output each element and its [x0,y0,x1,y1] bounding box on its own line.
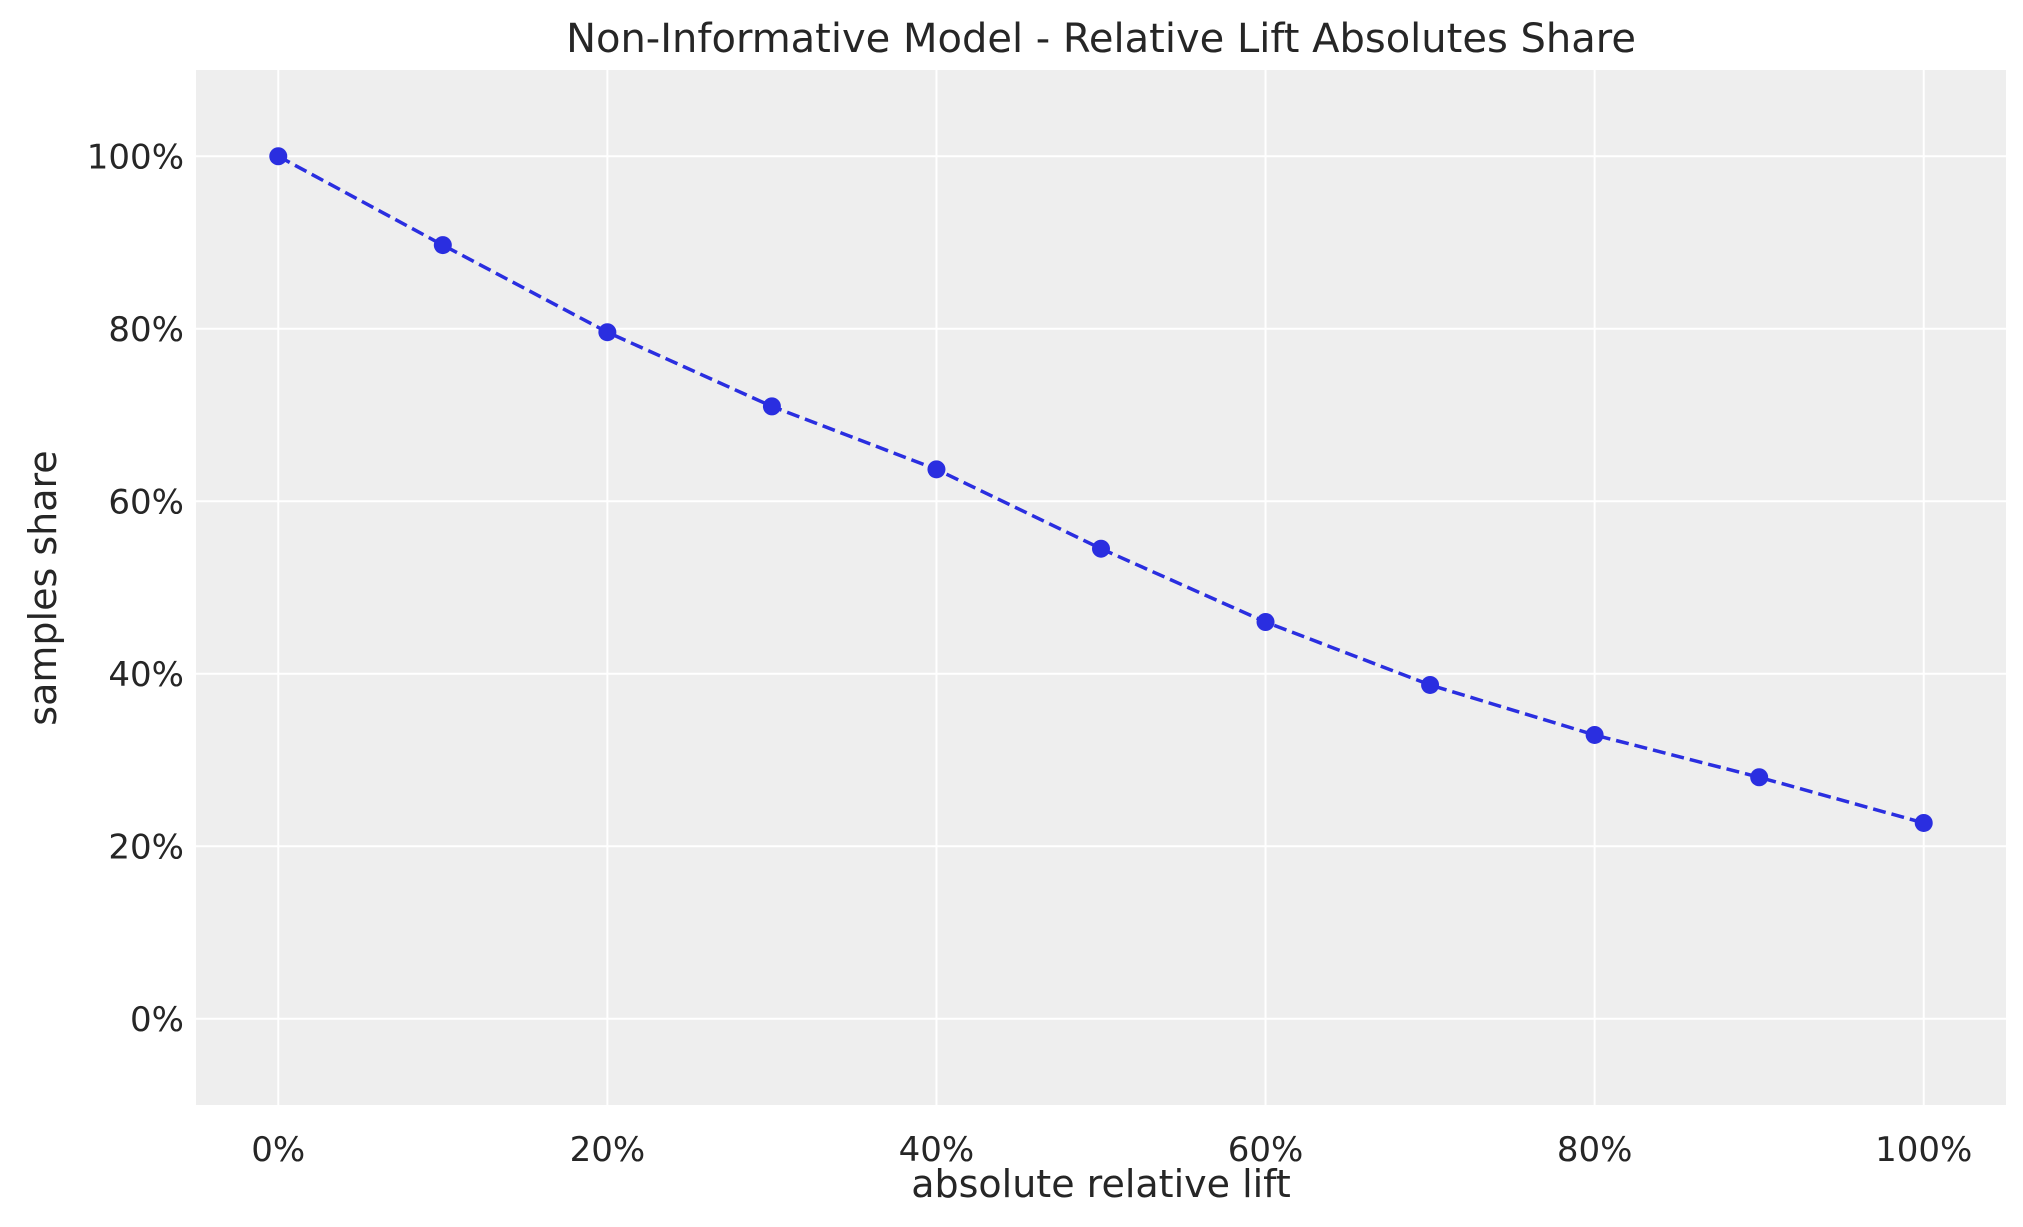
data-point [1421,675,1440,694]
x-axis-label: absolute relative lift [911,1162,1291,1206]
data-point [762,397,781,416]
data-point [1750,768,1769,787]
series-layer [269,147,1933,832]
data-point [598,323,617,342]
data-point [1256,613,1275,631]
y-axis-label: samples share [21,450,65,725]
data-point [433,236,452,255]
grid [196,70,2006,1105]
data-point [1092,539,1110,558]
x-tick-label: 60% [1228,1130,1304,1170]
y-tick-label: 0% [130,1000,184,1040]
plot-area [196,70,2006,1105]
x-tick-label: 20% [570,1130,646,1170]
x-tick-label: 40% [899,1130,975,1170]
data-point [1585,725,1604,744]
x-tick-label: 80% [1557,1130,1633,1170]
y-tick-label: 100% [87,137,184,177]
data-point [269,147,288,166]
data-point [1914,813,1933,832]
y-tick-label: 80% [108,310,184,350]
y-tick-label: 20% [108,827,184,867]
data-point [927,460,946,479]
tick-labels: 0% 20% 40% 60% 80% 100% 0% 20% 40% 60% 80% 100% [87,137,1973,1170]
y-tick-label: 60% [108,482,184,522]
y-tick-label: 40% [108,655,184,695]
x-tick-label: 100% [1875,1130,1972,1170]
x-tick-label: 0% [251,1130,305,1170]
chart-title: Non-Informative Model - Relative Lift Ab… [566,16,1636,62]
